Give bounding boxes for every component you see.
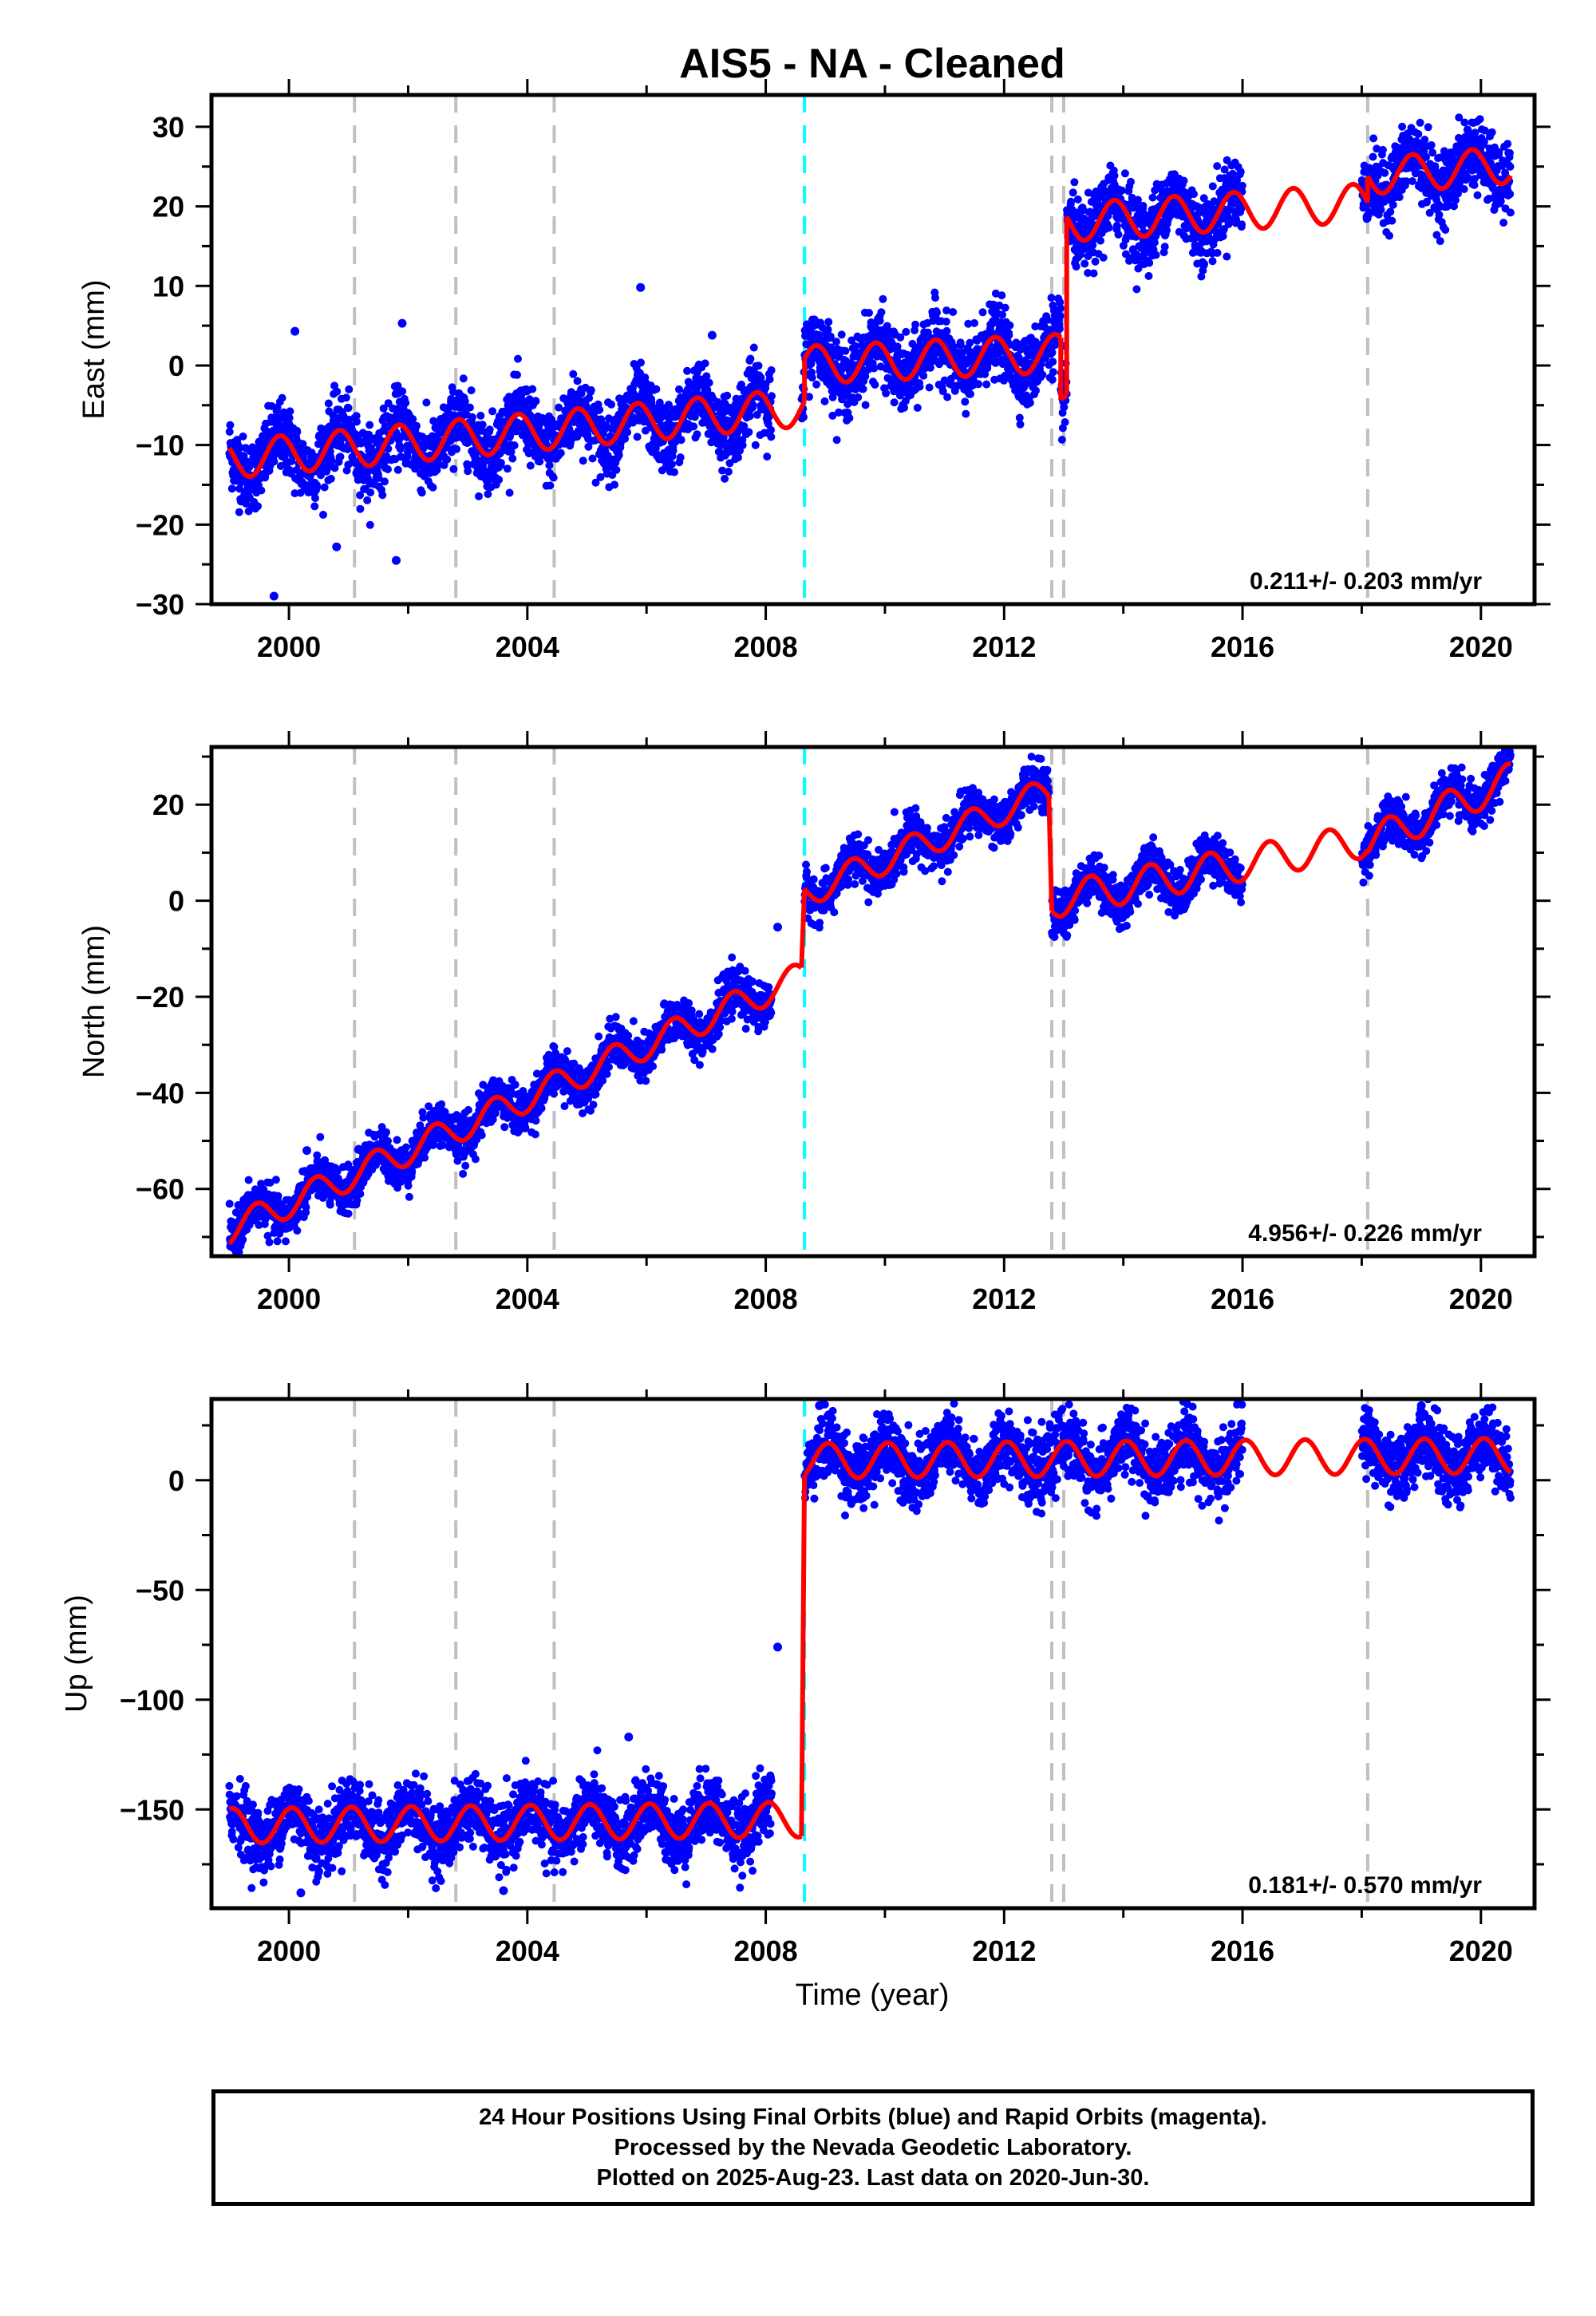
y-axis-label: East (mm) — [77, 279, 111, 419]
velocity-rate-label: 0.181+/- 0.570 mm/yr — [1248, 1872, 1482, 1899]
plot-frame — [209, 1397, 1537, 1911]
gps-daily-positions — [225, 113, 1515, 601]
axis-ticks — [196, 731, 1551, 1272]
plot-frame — [209, 93, 1537, 607]
x-tick-label: 2016 — [1211, 630, 1274, 663]
x-tick-label: 2020 — [1449, 1282, 1513, 1315]
x-tick-label: 2008 — [734, 630, 798, 663]
x-tick-label: 2008 — [734, 1935, 798, 1967]
x-tick-label: 2000 — [257, 630, 321, 663]
axis-ticks — [196, 1383, 1551, 1924]
footer-line-orbits: 24 Hour Positions Using Final Orbits (bl… — [479, 2105, 1267, 2130]
model-fit-segment — [1365, 147, 1513, 196]
y-tick-label: −150 — [120, 1793, 184, 1826]
x-tick-label: 2008 — [734, 1282, 798, 1315]
x-tick-label: 2020 — [1449, 630, 1513, 663]
footer-line-plotted: Plotted on 2025-Aug-23. Last data on 202… — [596, 2165, 1150, 2191]
x-tick-label: 2004 — [496, 1935, 559, 1967]
model-fit-step — [799, 1475, 808, 1836]
y-tick-label: 10 — [152, 270, 184, 302]
chart-title: AIS5 - NA - Cleaned — [679, 41, 1065, 87]
y-axis-label: Up (mm) — [60, 1595, 93, 1713]
x-tick-label: 2016 — [1211, 1935, 1274, 1967]
y-tick-label: 0 — [168, 350, 184, 382]
y-tick-label: −30 — [136, 588, 184, 621]
model-fit-step — [1046, 795, 1055, 911]
y-tick-label: −60 — [136, 1173, 184, 1206]
plot-area — [225, 747, 1515, 1256]
model-fit-segment — [802, 1436, 1513, 1480]
model-fit-segment — [1065, 181, 1370, 243]
y-tick-label: −50 — [136, 1574, 184, 1607]
data-points — [225, 1399, 1515, 1898]
model-fit-segment — [1365, 761, 1513, 855]
y-tick-label: −100 — [120, 1684, 184, 1717]
y-tick-label: 30 — [152, 111, 184, 144]
model-fit-segment — [1059, 393, 1069, 402]
y-tick-label: −40 — [136, 1077, 184, 1109]
model-fit-segment — [802, 331, 1063, 385]
x-tick-label: 2012 — [972, 1282, 1036, 1315]
y-axis-label: North (mm) — [77, 925, 111, 1078]
x-tick-label: 2000 — [257, 1282, 321, 1315]
footer-line-processed: Processed by the Nevada Geodetic Laborat… — [614, 2135, 1132, 2160]
model-fit-step — [799, 888, 808, 968]
plot-area — [225, 1399, 1515, 1908]
velocity-rate-label: 0.211+/- 0.203 mm/yr — [1250, 568, 1482, 595]
y-tick-label: 20 — [152, 788, 184, 821]
axis-ticks — [196, 79, 1551, 620]
panel-north: 2000 2004 2008 2012 2016 2020 −60 −40 −20 0 20 Nort… — [77, 731, 1551, 1315]
x-tick-label: 2000 — [257, 1935, 321, 1967]
model-fit-segment — [1049, 827, 1370, 919]
data-points — [225, 747, 1515, 1256]
x-tick-label: 2004 — [496, 630, 559, 663]
panel-east: 2000 2004 2008 2012 2016 2020 −30 −20 −10 0 10 20 30… — [77, 79, 1551, 663]
y-tick-label: −20 — [136, 508, 184, 541]
velocity-rate-label: 4.956+/- 0.226 mm/yr — [1248, 1220, 1482, 1247]
model-fit-segment — [227, 1800, 804, 1846]
model-fit-segment — [802, 781, 1051, 903]
plot-frame — [209, 745, 1537, 1259]
gps-daily-positions — [225, 1399, 1515, 1898]
y-tick-label: 20 — [152, 191, 184, 223]
y-tick-label: 0 — [168, 885, 184, 918]
y-tick-label: −10 — [136, 429, 184, 462]
x-tick-label: 2016 — [1211, 1282, 1274, 1315]
data-points — [225, 113, 1515, 601]
model-fit-segment — [227, 389, 807, 480]
x-tick-label: 2012 — [972, 630, 1036, 663]
y-tick-label: −20 — [136, 981, 184, 1014]
plot-area — [225, 95, 1515, 604]
x-tick-label: 2020 — [1449, 1935, 1513, 1967]
footer-info-box: 24 Hour Positions Using Final Orbits (bl… — [211, 2089, 1535, 2206]
panel-up: 2000 2004 2008 2012 2016 2020 −150 −100 −50 0 Up (… — [60, 1383, 1551, 1967]
model-fit-segment — [227, 962, 804, 1246]
x-tick-label: 2012 — [972, 1935, 1036, 1967]
x-axis-label: Time (year) — [796, 1978, 950, 2012]
y-tick-label: 0 — [168, 1464, 184, 1497]
gps-daily-positions — [225, 747, 1515, 1256]
x-tick-label: 2004 — [496, 1282, 559, 1315]
